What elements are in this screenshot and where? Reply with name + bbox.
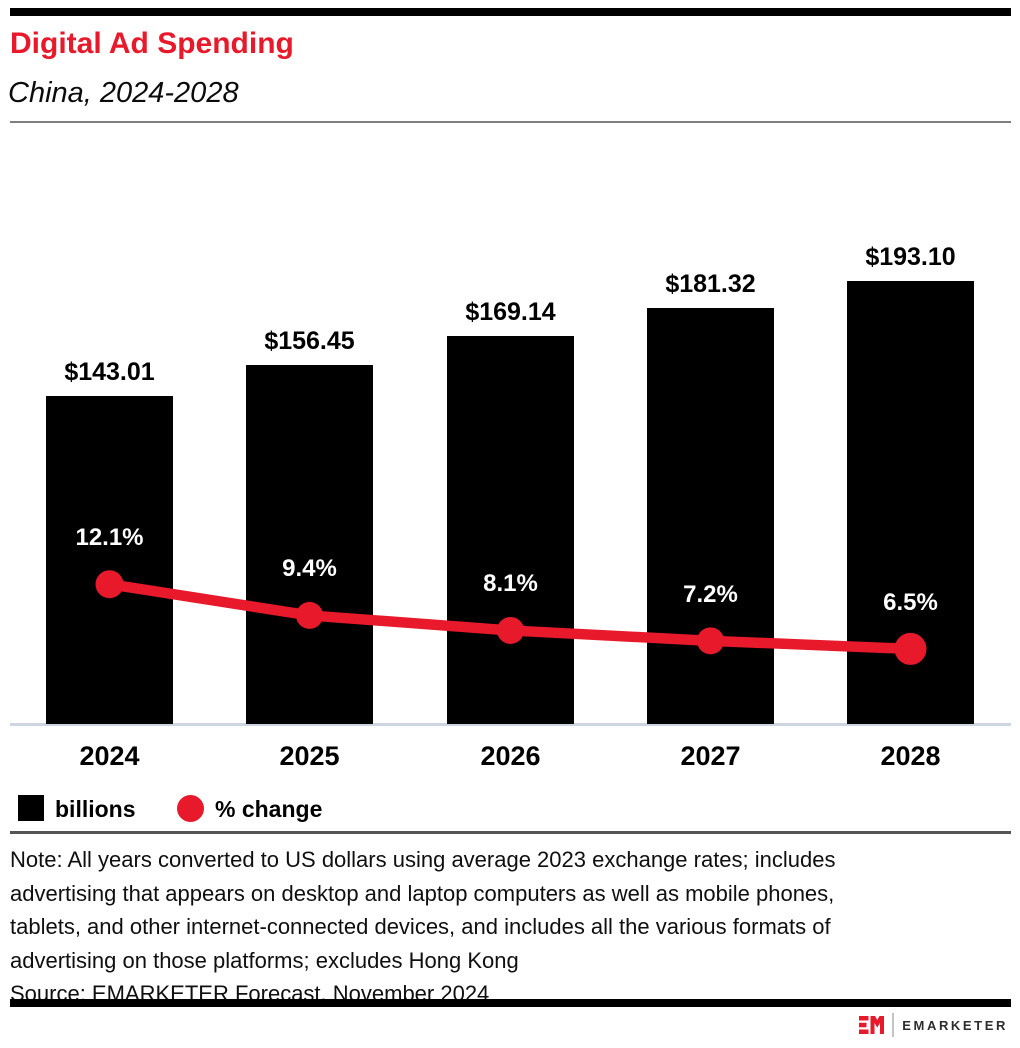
x-axis-label-2026: 2026: [480, 741, 541, 771]
bar-2025: [246, 365, 373, 724]
bar-2027: [647, 308, 774, 724]
note-line: Note: All years converted to US dollars …: [10, 847, 836, 872]
legend-label-billions: billions: [55, 796, 136, 822]
chart-area: $143.01 12.1% 2024 $156.45 9.4% 2025 $169.14 8.…: [10, 243, 1011, 771]
page-subtitle: China, 2024-2028: [8, 77, 239, 109]
note-divider: [10, 831, 1011, 834]
pct-label-2025: 9.4%: [282, 555, 337, 583]
pct-label-2024: 12.1%: [75, 524, 144, 552]
pct-label-2026: 8.1%: [483, 570, 538, 598]
pct-label-2027: 7.2%: [683, 580, 738, 608]
top-accent-bar: [10, 8, 1011, 16]
bar-2028: [847, 281, 974, 724]
note-block: Note: All years converted to US dollars …: [10, 843, 1010, 1011]
x-axis-label-2027: 2027: [680, 741, 741, 771]
legend: billions % change: [0, 793, 1020, 825]
bar-2024: [46, 395, 173, 724]
legend-label-pct-change: % change: [215, 796, 323, 822]
footer-accent-bar: [10, 999, 1011, 1007]
bar-value-label-2025: $156.45: [264, 327, 355, 356]
page-title: Digital Ad Spending: [10, 27, 294, 60]
pct-label-2028: 6.5%: [883, 588, 938, 616]
x-axis-label-2025: 2025: [279, 741, 340, 771]
header-rule: [10, 121, 1011, 123]
brand-name: EMARKETER: [902, 1018, 1008, 1033]
note-line: advertising that appears on desktop and …: [10, 880, 835, 906]
x-axis-line: [10, 723, 1011, 726]
x-axis-label-2024: 2024: [79, 741, 140, 771]
emarketer-logo-mark-icon: [859, 1016, 885, 1034]
legend-swatch-pct-change: [177, 795, 204, 822]
logo-divider: [892, 1013, 895, 1037]
emarketer-logo: EMARKETER: [859, 1012, 1008, 1038]
bar-value-label-2024: $143.01: [64, 357, 155, 386]
bar-2026: [447, 335, 574, 724]
bar-value-label-2028: $193.10: [865, 243, 956, 272]
bar-value-label-2026: $169.14: [465, 297, 556, 326]
legend-swatch-billions: [18, 795, 44, 821]
x-axis-label-2028: 2028: [880, 741, 941, 771]
note-line: tablets, and other internet-connected de…: [10, 914, 831, 939]
note-line: advertising on those platforms; excludes…: [10, 947, 519, 973]
bar-value-label-2027: $181.32: [665, 270, 756, 299]
